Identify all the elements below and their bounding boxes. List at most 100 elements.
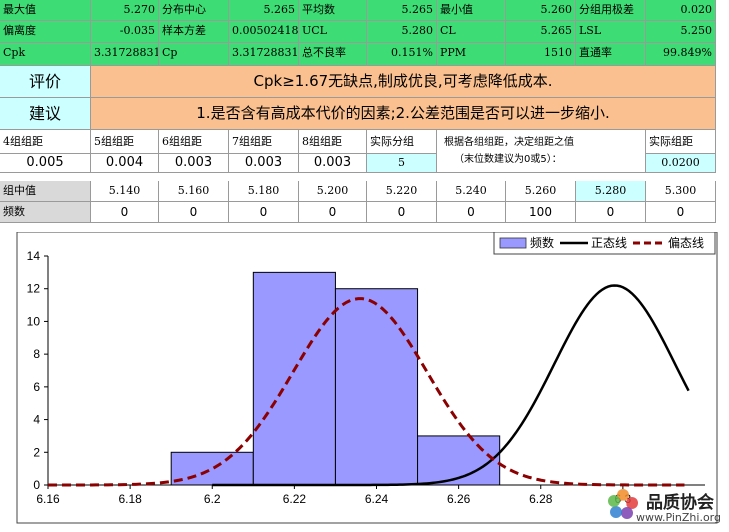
bin-mid-value[interactable]: 5.240 (437, 181, 506, 202)
group-value-6[interactable]: 0.003 (159, 154, 229, 173)
y-tick-label: 14 (27, 249, 41, 263)
suggestion-label[interactable]: 建议 (0, 98, 91, 130)
x-tick-label: 6.28 (529, 492, 553, 506)
stat-value-center[interactable]: 5.265 (229, 0, 299, 21)
stat-label-lsl[interactable]: LSL (576, 21, 646, 43)
group-note-line1: 根据各组组距，决定组距之值 (444, 137, 574, 148)
group-value-7[interactable]: 0.003 (229, 154, 299, 173)
bin-freq-value[interactable]: 0 (229, 202, 299, 223)
actual-interval-label[interactable]: 实际组距 (646, 130, 716, 154)
bin-mid-value[interactable]: 5.300 (646, 181, 716, 202)
legend-label-hist: 频数 (530, 235, 554, 250)
stat-value-max[interactable]: 5.270 (91, 0, 159, 21)
stat-value-lsl[interactable]: 5.250 (646, 21, 716, 43)
stat-label-mean[interactable]: 平均数 (299, 0, 367, 21)
bin-mid-value[interactable]: 5.220 (367, 181, 437, 202)
bin-mid-value[interactable]: 5.280 (576, 181, 646, 202)
histogram-bar (252, 271, 336, 486)
bin-freq-value[interactable]: 0 (646, 202, 716, 223)
group-header-actual[interactable]: 实际分组 (367, 130, 437, 154)
group-value-5[interactable]: 0.004 (91, 154, 159, 173)
stat-label-cp[interactable]: Cp (159, 43, 229, 66)
legend-box (493, 231, 716, 255)
bin-mid-value[interactable]: 5.180 (229, 181, 299, 202)
normal-curve (212, 284, 690, 487)
stat-label-cpk[interactable]: Cpk (0, 43, 91, 66)
y-tick-label: 2 (33, 445, 40, 459)
y-tick-label: 8 (33, 347, 40, 361)
group-header-4[interactable]: 4组组距 (0, 130, 91, 154)
group-note[interactable]: 根据各组组距，决定组距之值 （末位数建议为0或5）： (437, 130, 646, 173)
stat-label-ppm[interactable]: PPM (437, 43, 506, 66)
group-header-6[interactable]: 6组组距 (159, 130, 229, 154)
x-tick-label: 6.2 (204, 492, 221, 506)
legend-swatch-hist (499, 237, 527, 249)
skew-curve (48, 297, 685, 487)
bin-freq-value[interactable]: 0 (437, 202, 506, 223)
group-value-actual[interactable]: 5 (367, 154, 437, 173)
stat-label-deviation[interactable]: 偏离度 (0, 21, 91, 43)
watermark-logo-text: 品质协会 (646, 493, 714, 513)
bin-mid-value[interactable]: 5.140 (91, 181, 159, 202)
stat-label-defect-rate[interactable]: 总不良率 (299, 43, 367, 66)
group-value-4[interactable]: 0.005 (0, 154, 91, 173)
legend-label-skew: 偏态线 (668, 235, 704, 250)
stat-value-deviation[interactable]: -0.035 (91, 21, 159, 43)
group-header-7[interactable]: 7组组距 (229, 130, 299, 154)
x-tick-label: 6.16 (36, 492, 60, 506)
chart-area: 024681012146.166.186.26.226.246.266.286.… (0, 231, 729, 528)
group-header-5[interactable]: 5组组距 (91, 130, 159, 154)
histogram-bar (334, 288, 419, 486)
bin-freq-value[interactable]: 0 (299, 202, 367, 223)
stat-value-cp[interactable]: 3.31728831 (229, 43, 299, 66)
stat-value-ppm[interactable]: 1510 (506, 43, 576, 66)
actual-interval-value[interactable]: 0.0200 (646, 154, 716, 173)
stat-label-center[interactable]: 分布中心 (159, 0, 229, 21)
stat-value-min[interactable]: 5.260 (506, 0, 576, 21)
group-note-line2: （末位数建议为0或5）： (454, 154, 562, 165)
group-header-8[interactable]: 8组组距 (299, 130, 367, 154)
bin-mid-value[interactable]: 5.160 (159, 181, 229, 202)
evaluation-label[interactable]: 评价 (0, 66, 91, 98)
evaluation-text[interactable]: Cpk≥1.67无缺点,制成优良,可考虑降低成本. (91, 66, 716, 98)
y-tick-label: 10 (27, 314, 41, 328)
stat-label-ucl[interactable]: UCL (299, 21, 367, 43)
bin-freq-value[interactable]: 0 (576, 202, 646, 223)
stat-value-defect-rate[interactable]: 0.151% (367, 43, 437, 66)
bin-freq-label[interactable]: 频数 (0, 202, 91, 223)
bin-freq-value[interactable]: 0 (91, 202, 159, 223)
x-tick-label: 6.24 (365, 492, 389, 506)
bin-freq-value[interactable]: 0 (159, 202, 229, 223)
stat-label-yield[interactable]: 直通率 (576, 43, 646, 66)
stat-value-mean[interactable]: 5.265 (367, 0, 437, 21)
chart-legend: 频数 正态线 偏态线 (493, 231, 716, 255)
suggestion-text[interactable]: 1.是否含有高成本代价的因素;2.公差范围是否可以进一步缩小. (91, 98, 716, 130)
flower-logo-icon (608, 489, 638, 519)
watermark-url: www.PinZhi.org (636, 511, 721, 524)
stat-label-cl[interactable]: CL (437, 21, 506, 43)
stat-value-cl[interactable]: 5.265 (506, 21, 576, 43)
bin-mid-value[interactable]: 5.200 (299, 181, 367, 202)
watermark: 品质协会 www.PinZhi.org (606, 485, 729, 528)
stat-value-range[interactable]: 0.020 (646, 0, 716, 21)
bin-freq-value[interactable]: 100 (506, 202, 576, 223)
bin-mid-value[interactable]: 5.260 (506, 181, 576, 202)
stat-label-min[interactable]: 最小值 (437, 0, 506, 21)
histogram-chart: 024681012146.166.186.26.226.246.266.286.… (16, 231, 718, 524)
stat-value-cpk[interactable]: 3.31728831 (91, 43, 159, 66)
bin-mid-label[interactable]: 组中值 (0, 181, 91, 202)
x-tick-label: 6.18 (118, 492, 142, 506)
stat-value-yield[interactable]: 99.849% (646, 43, 716, 66)
x-tick-label: 6.26 (447, 492, 471, 506)
group-value-8[interactable]: 0.003 (299, 154, 367, 173)
bin-freq-value[interactable]: 0 (367, 202, 437, 223)
stat-value-variance[interactable]: 0.00502418 (229, 21, 299, 43)
y-tick-label: 4 (33, 413, 40, 427)
y-tick-label: 0 (33, 478, 40, 492)
stat-label-variance[interactable]: 样本方差 (159, 21, 229, 43)
stat-value-ucl[interactable]: 5.280 (367, 21, 437, 43)
stat-label-max[interactable]: 最大值 (0, 0, 91, 21)
y-tick-label: 6 (33, 380, 40, 394)
histogram-bar (170, 451, 254, 486)
stat-label-range[interactable]: 分组用极差 (576, 0, 646, 21)
